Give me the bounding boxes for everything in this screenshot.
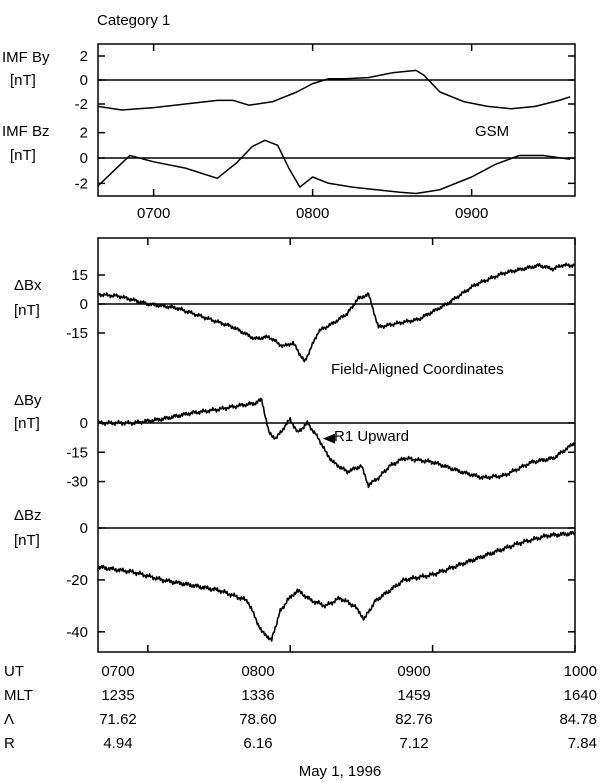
fa-ylabel-0: ΔBx (14, 277, 42, 294)
imf-y-tick-label: 2 (80, 48, 88, 65)
fa-y-tick-label: -15 (66, 325, 88, 342)
imf-y-tick-label: 0 (80, 150, 88, 167)
fa-ylabel-unit-0: [nT] (14, 302, 40, 319)
imf-panel-frame (97, 43, 576, 197)
imf-x-tick-label: 0800 (296, 205, 329, 222)
ephemeris-value-0-2: 0900 (397, 663, 430, 680)
ephemeris-value-0-1: 0800 (241, 663, 274, 680)
imf-y-tick-label: -2 (75, 96, 88, 113)
date-label: May 1, 1996 (299, 763, 382, 780)
fa-y-tick-label: 0 (80, 415, 88, 432)
fa-ylabel-unit-2: [nT] (14, 532, 40, 549)
ephemeris-label-3: R (4, 735, 15, 752)
imf-ylabel-0: IMF By (2, 49, 50, 66)
ephemeris-label-2: Λ (4, 711, 14, 728)
fa-y-tick-label: -40 (66, 624, 88, 641)
ephemeris-value-0-0: 0700 (101, 663, 134, 680)
field-aligned-panel-frame (97, 237, 576, 653)
ephemeris-value-3-1: 6.16 (243, 735, 272, 752)
fa-y-tick-label: -15 (66, 444, 88, 461)
imf-ylabel-1: IMF Bz (2, 123, 50, 140)
fa-series-line-2 (97, 530, 576, 642)
imf-y-tick-label: 0 (80, 72, 88, 89)
field-aligned-annotation: Field-Aligned Coordinates (331, 361, 504, 378)
ephemeris-label-1: MLT (4, 687, 33, 704)
ephemeris-value-3-0: 4.94 (103, 735, 132, 752)
fa-y-tick-label: -30 (66, 474, 88, 491)
ephemeris-value-1-1: 1336 (241, 687, 274, 704)
ephemeris-value-2-0: 71.62 (99, 711, 137, 728)
ephemeris-value-1-3: 1640 (564, 687, 597, 704)
imf-ylabel-unit-1: [nT] (10, 147, 36, 164)
imf-x-tick-label: 0700 (137, 205, 170, 222)
fa-ylabel-1: ΔBy (14, 392, 42, 409)
fa-series-line-0 (97, 262, 576, 363)
ephemeris-value-3-3: 7.84 (568, 735, 597, 752)
fa-y-tick-label: 0 (80, 520, 88, 537)
imf-series-line-1 (97, 139, 571, 195)
r1-upward-annotation: R1 Upward (334, 428, 409, 445)
fa-series-line-1 (97, 397, 576, 489)
ephemeris-value-1-0: 1235 (101, 687, 134, 704)
fa-y-tick-label: 15 (71, 267, 88, 284)
r1-arrow-head (322, 433, 335, 444)
imf-series-line-0 (97, 69, 571, 111)
ephemeris-value-2-2: 82.76 (395, 711, 433, 728)
ephemeris-value-1-2: 1459 (397, 687, 430, 704)
ephemeris-value-2-3: 84.78 (559, 711, 597, 728)
imf-x-tick-label: 0900 (455, 205, 488, 222)
chart-title: Category 1 (97, 12, 170, 29)
ephemeris-value-0-3: 1000 (564, 663, 597, 680)
fa-ylabel-unit-1: [nT] (14, 415, 40, 432)
imf-ylabel-unit-0: [nT] (10, 72, 36, 89)
ephemeris-value-3-2: 7.12 (399, 735, 428, 752)
fa-y-tick-label: 0 (80, 296, 88, 313)
fa-ylabel-2: ΔBz (14, 507, 42, 524)
imf-y-tick-label: 2 (80, 125, 88, 142)
imf-annotation: GSM (475, 123, 509, 140)
imf-y-tick-label: -2 (75, 175, 88, 192)
ephemeris-value-2-1: 78.60 (239, 711, 277, 728)
fa-y-tick-label: -20 (66, 572, 88, 589)
ephemeris-label-0: UT (4, 663, 24, 680)
